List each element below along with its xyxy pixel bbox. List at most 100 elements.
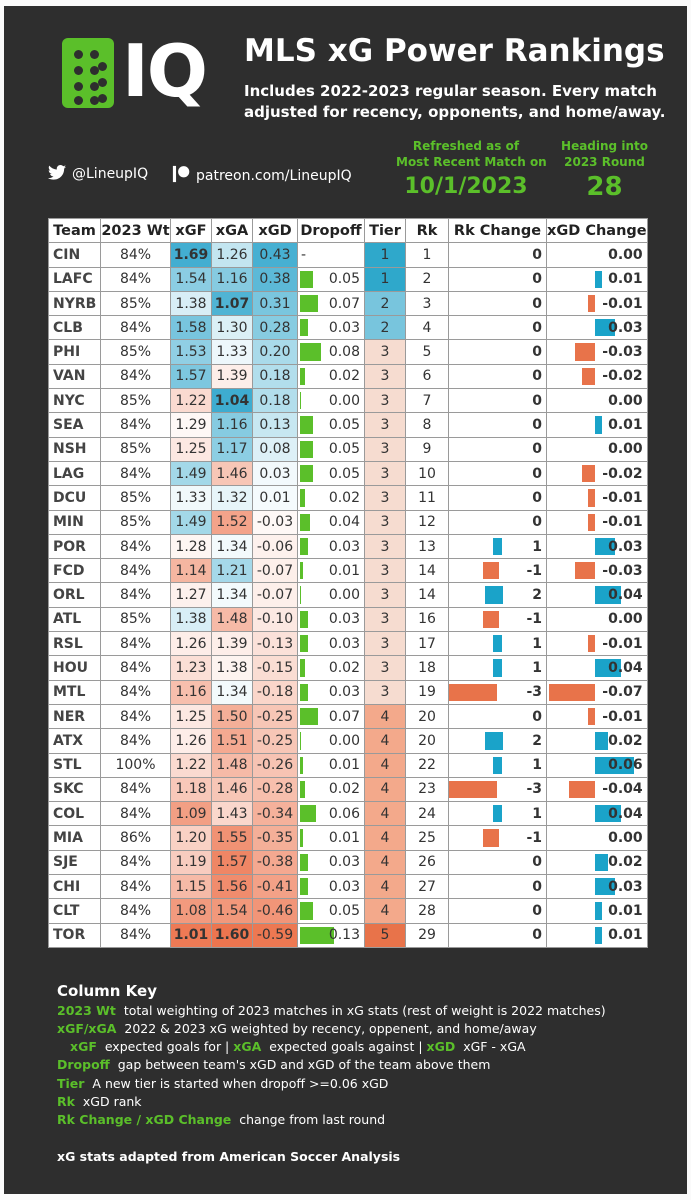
tier-cell: 4 xyxy=(364,728,406,754)
xgf-cell: 1.69 xyxy=(170,242,212,268)
tier-cell: 2 xyxy=(364,290,406,317)
xga-cell: 1.34 xyxy=(211,533,253,560)
team-cell: NYRB xyxy=(48,290,101,317)
dropoff-cell: 0.00 xyxy=(297,388,365,414)
rank-change-cell: 0 xyxy=(448,290,547,317)
rank-cell: 19 xyxy=(405,679,449,705)
xgd-change-cell: 0.03 xyxy=(546,874,648,900)
dropoff-cell: 0.03 xyxy=(297,849,365,876)
refreshed-label-2: Most Recent Match on xyxy=(396,155,547,169)
rank-change-bar xyxy=(483,829,499,847)
weight-cell: 84% xyxy=(100,460,171,487)
xgd-change-value: -0.02 xyxy=(602,368,643,385)
xgd-change-bar xyxy=(595,586,621,604)
key-tier: Tier A new tier is started when dropoff … xyxy=(57,1076,389,1091)
xgd-change-cell: -0.03 xyxy=(546,558,648,584)
dropoff-bar xyxy=(300,853,308,872)
dropoff-cell: 0.02 xyxy=(297,485,365,511)
dropoff-bar xyxy=(300,780,306,799)
dropoff-bar xyxy=(300,683,308,701)
rank-change-value: 0 xyxy=(532,465,542,482)
dropoff-value: 0.01 xyxy=(328,830,360,847)
xgf-cell: 1.14 xyxy=(170,558,212,584)
xgf-cell: 1.53 xyxy=(170,339,212,365)
rank-change-value: -1 xyxy=(526,562,542,579)
team-cell: SEA xyxy=(48,412,101,438)
xgd-change-cell: 0.02 xyxy=(546,849,648,876)
weight-cell: 100% xyxy=(100,752,171,778)
dropoff-value: - xyxy=(301,246,307,263)
xgd-change-bar xyxy=(595,537,615,556)
dropoff-cell: 0.05 xyxy=(297,266,365,292)
weight-cell: 84% xyxy=(100,266,171,292)
dropoff-bar xyxy=(300,319,308,337)
xga-cell: 1.48 xyxy=(211,752,253,778)
xgd-change-value: 0.02 xyxy=(608,732,643,749)
xgf-cell: 1.16 xyxy=(170,679,212,705)
xgd-change-bar xyxy=(595,926,602,944)
xgd-cell: -0.07 xyxy=(252,558,298,584)
rank-cell: 8 xyxy=(405,412,449,438)
round-label-1: Heading into xyxy=(561,139,648,153)
xgd-cell: -0.13 xyxy=(252,631,298,657)
weight-cell: 84% xyxy=(100,533,171,560)
xgd-change-value: 0.00 xyxy=(608,611,643,628)
page-title: MLS xG Power Rankings xyxy=(244,33,665,69)
xgd-change-value: 0.03 xyxy=(608,538,643,555)
xga-cell: 1.26 xyxy=(211,242,253,268)
xgd-change-bar xyxy=(588,635,595,653)
xgd-change-bar xyxy=(549,683,595,701)
xga-cell: 1.39 xyxy=(211,631,253,657)
tier-cell: 4 xyxy=(364,703,406,730)
xgd-change-value: -0.01 xyxy=(602,295,643,312)
logo-dot xyxy=(74,50,83,59)
logo-dot xyxy=(90,96,99,105)
rank-change-value: 0 xyxy=(532,441,542,458)
patreon-link[interactable]: patreon.com/LineupIQ xyxy=(172,165,352,184)
rank-change-cell: 1 xyxy=(448,801,547,827)
rank-cell: 24 xyxy=(405,801,449,827)
xgd-change-value: -0.03 xyxy=(602,344,643,361)
tier-cell: 4 xyxy=(364,825,406,851)
xgd-change-bar xyxy=(588,513,595,531)
rank-change-cell: 0 xyxy=(448,874,547,900)
tier-cell: 3 xyxy=(364,606,406,633)
tier-cell: 3 xyxy=(364,485,406,511)
xgf-cell: 1.18 xyxy=(170,776,212,803)
round-label: Heading into 2023 Round xyxy=(557,138,652,170)
rank-change-cell: 0 xyxy=(448,242,547,268)
xgd-change-value: -0.07 xyxy=(602,684,643,701)
rank-change-cell: 1 xyxy=(448,631,547,657)
table-row: PHI 85% 1.53 1.33 0.20 0.08 3 5 0 -0.03 xyxy=(48,339,648,365)
team-cell: ATL xyxy=(48,606,101,633)
column-header: Tier xyxy=(364,217,406,244)
xgd-cell: 0.20 xyxy=(252,339,298,365)
table-row: CHI 84% 1.15 1.56 -0.41 0.03 4 27 0 0.03 xyxy=(48,874,648,900)
dropoff-bar xyxy=(300,562,303,580)
dropoff-value: 0.03 xyxy=(328,635,360,652)
team-cell: MIA xyxy=(48,825,101,851)
xga-cell: 1.57 xyxy=(211,849,253,876)
xga-cell: 1.30 xyxy=(211,315,253,341)
xgf-cell: 1.01 xyxy=(170,922,212,948)
dropoff-value: 0.00 xyxy=(328,732,360,749)
column-header: xGD xyxy=(252,217,298,244)
logo-dot xyxy=(98,94,107,103)
tier-cell: 3 xyxy=(364,558,406,584)
xgd-cell: 0.13 xyxy=(252,412,298,438)
rank-cell: 6 xyxy=(405,363,449,390)
weight-cell: 84% xyxy=(100,412,171,438)
xgd-cell: 0.03 xyxy=(252,460,298,487)
xgd-change-bar xyxy=(575,343,595,361)
xgd-change-bar xyxy=(588,294,595,313)
tier-cell: 4 xyxy=(364,898,406,924)
rank-cell: 1 xyxy=(405,242,449,268)
refreshed-label: Refreshed as of Most Recent Match on xyxy=(396,138,547,170)
dropoff-bar xyxy=(300,440,314,458)
xgd-change-cell: -0.01 xyxy=(546,485,648,511)
key-xgf-xga: xGF/xGA 2022 & 2023 xG weighted by recen… xyxy=(57,1021,537,1036)
xgd-change-value: -0.04 xyxy=(602,781,643,798)
team-cell: CIN xyxy=(48,242,101,268)
team-cell: CHI xyxy=(48,874,101,900)
twitter-handle[interactable]: @LineupIQ xyxy=(48,165,148,182)
